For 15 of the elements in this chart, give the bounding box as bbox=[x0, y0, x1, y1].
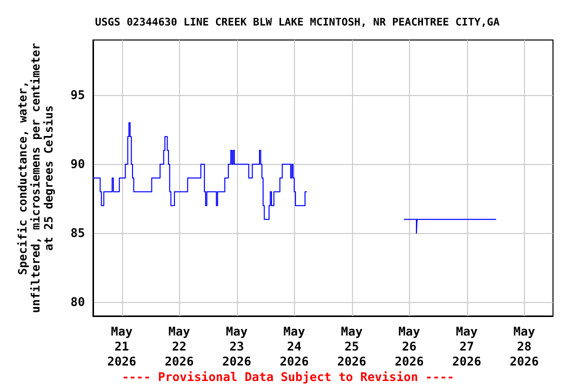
x-tick-label: May 28 2026 bbox=[510, 324, 539, 368]
x-tick-label: May 22 2026 bbox=[164, 324, 194, 368]
x-tick-label: May 21 2026 bbox=[107, 324, 136, 368]
y-tick-label: 95 bbox=[70, 88, 85, 102]
text: ---- Provisional Data Subject to Revision ---- bbox=[122, 370, 454, 384]
chart-title: USGS 02344630 LINE CREEK BLW LAKE MCINTOSH, NR PEACHTREE CITY,GA bbox=[95, 16, 500, 28]
x-tick-label: May 25 2026 bbox=[337, 324, 366, 368]
x-tick-label: May 23 2026 bbox=[222, 324, 252, 368]
x-tick-label: May 26 2026 bbox=[394, 324, 424, 368]
x-tick-label: May 27 2026 bbox=[452, 324, 482, 368]
x-tick-label: May 24 2026 bbox=[280, 324, 309, 368]
y-tick-label: 80 bbox=[70, 295, 85, 310]
y-tick-label: 85 bbox=[70, 226, 85, 240]
y-tick-label: 90 bbox=[70, 157, 85, 172]
y-axis-title: Specific conductance, water, unfiltered, microsiemens per centimeter at 25 degrees Celsius bbox=[16, 42, 56, 314]
